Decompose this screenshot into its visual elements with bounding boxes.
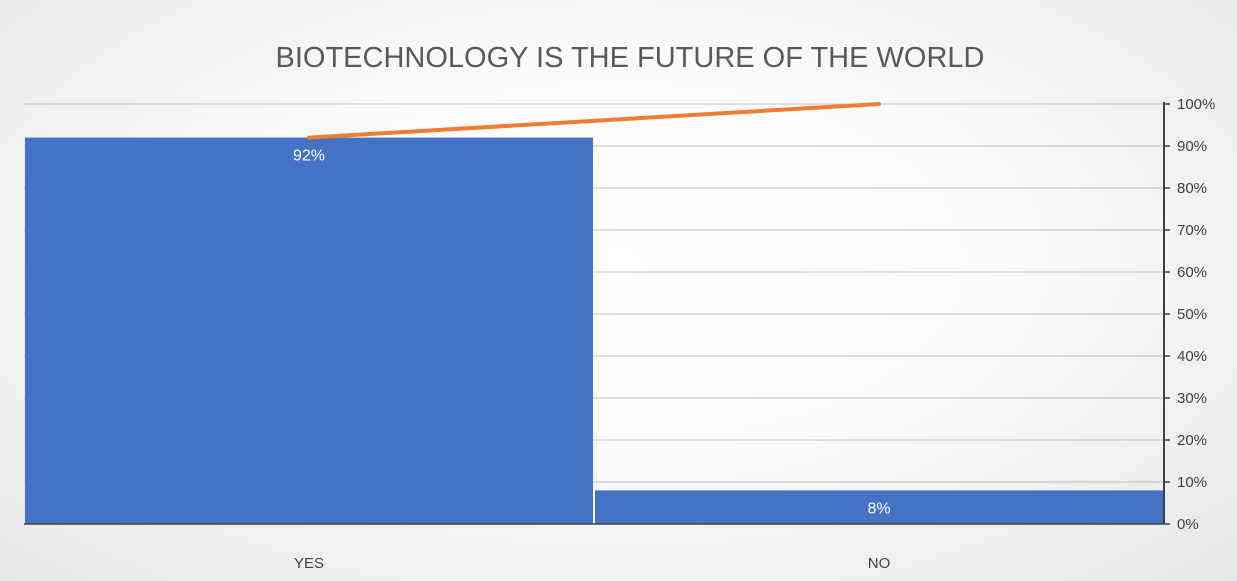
axes bbox=[24, 102, 1170, 525]
data-label: 8% bbox=[867, 500, 890, 517]
y-tick-label: 10% bbox=[1177, 474, 1207, 491]
chart-title: BIOTECHNOLOGY IS THE FUTURE OF THE WORLD bbox=[276, 42, 985, 74]
y-tick-label: 80% bbox=[1177, 180, 1207, 197]
bar-no bbox=[595, 490, 1163, 524]
y-tick-label: 0% bbox=[1177, 516, 1199, 533]
cumulative-line bbox=[307, 102, 881, 140]
labels: 0% 10% 20% 30% 40% 50% 60% 70% 80% 90% 100% 92% YES 8… bbox=[293, 96, 1215, 572]
y-tick-label: 100% bbox=[1177, 96, 1215, 113]
y-tick-label: 40% bbox=[1177, 348, 1207, 365]
y-tick-label: 70% bbox=[1177, 222, 1207, 239]
y-tick-label: 90% bbox=[1177, 138, 1207, 155]
y-tick-label: 30% bbox=[1177, 390, 1207, 407]
y-tick-label: 50% bbox=[1177, 306, 1207, 323]
data-label: 92% bbox=[293, 148, 325, 165]
x-category-label: YES bbox=[294, 555, 324, 572]
pareto-line bbox=[307, 102, 881, 140]
y-tick-label: 20% bbox=[1177, 432, 1207, 449]
x-category-label: NO bbox=[868, 555, 891, 572]
y-tick-label: 60% bbox=[1177, 264, 1207, 281]
bars bbox=[25, 137, 1163, 524]
bar-yes bbox=[25, 137, 593, 524]
